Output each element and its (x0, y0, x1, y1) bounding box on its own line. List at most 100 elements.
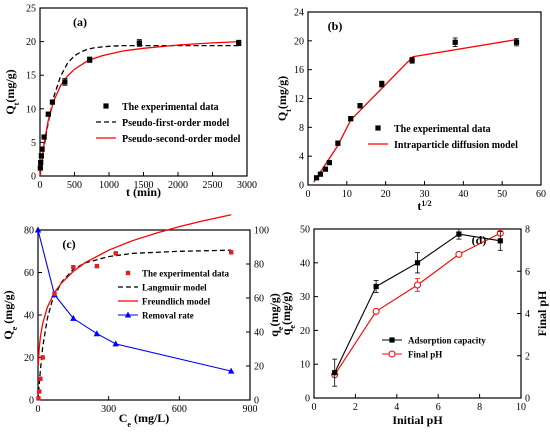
data-point (317, 171, 324, 177)
legend-label: Removal rate (142, 311, 194, 321)
adsorption-point (456, 231, 462, 237)
x-tick-label: 500 (67, 180, 82, 191)
y-tick-label: 50 (300, 225, 310, 236)
adsorption-point (497, 238, 503, 244)
data-point (326, 160, 332, 166)
x-tick-label: 20 (381, 189, 391, 200)
legend-label: Langmuir model (142, 283, 207, 293)
x-tick-label: 2 (353, 402, 358, 413)
panel-a: 0 500 1000 1500 2000 2500 3000 0 5 10 15 20 25 t (min… (3, 4, 257, 200)
x-axis-label: Initial pH (392, 413, 443, 427)
y-tick-label: 20 (294, 36, 304, 47)
y-tick-label: 30 (300, 292, 310, 303)
x-tick-label: 10 (516, 402, 526, 413)
data-point (45, 111, 51, 117)
data-point (41, 134, 47, 140)
y2-tick-label: 0 (254, 396, 259, 407)
legend-marker (375, 125, 381, 131)
x-tick-label: 3000 (237, 180, 257, 191)
x-tick-label: 2500 (203, 180, 223, 191)
y2-tick-label: 80 (254, 260, 264, 271)
data-point (49, 99, 56, 105)
x-tick-label: 60 (536, 189, 546, 200)
data-point (322, 166, 329, 172)
data-point (38, 376, 43, 381)
y2-tick-label: 0 (525, 394, 530, 405)
data-point (87, 57, 93, 63)
data-point (335, 140, 341, 146)
y2-tick-label: 8 (525, 225, 530, 236)
series-line-1 (37, 249, 232, 401)
y2-tick-label: 20 (254, 362, 264, 373)
legend-label: Intraparticle diffusion model (394, 140, 518, 151)
x-axis-label: t (min) (126, 185, 161, 199)
y-tick-label: 40 (300, 258, 310, 269)
data-point (40, 355, 45, 360)
x-tick-label: 2000 (168, 180, 188, 191)
y-tick-label: 0 (31, 172, 36, 183)
panel-b: 0 10 20 30 40 50 60 0 4 8 12 16 20 24 t1/2 Qt(mg/g) (b) T… (275, 8, 546, 214)
x-tick-label: 1500 (134, 180, 154, 191)
y-tick-label: 15 (26, 71, 36, 82)
y-tick-label: 60 (24, 268, 34, 279)
legend-label: Pseudo-first-order model (122, 118, 230, 129)
legend-label: The experimental data (142, 269, 229, 279)
data-point (52, 291, 57, 296)
y-tick-label: 20 (24, 353, 34, 364)
y-axis-label: Qt(mg/g) (3, 69, 21, 114)
panel-label: (b) (328, 19, 343, 33)
y2-tick-label: 100 (254, 226, 269, 237)
data-point (62, 79, 68, 85)
y-tick-label: 20 (26, 37, 36, 48)
final-ph-point (414, 281, 421, 289)
y-tick-label: 8 (299, 123, 304, 134)
legend-label: Adsorption capacity (408, 336, 486, 346)
x-tick-label: 4 (394, 402, 399, 413)
x-tick-label: 8 (477, 402, 482, 413)
y-axis-label: Qe (mg/g) (1, 290, 19, 339)
data-point (409, 57, 415, 63)
data-point (94, 263, 100, 269)
panel-label: (a) (73, 15, 87, 29)
removal-rate-point (70, 314, 77, 321)
x-tick-label: 300 (101, 404, 116, 415)
data-point (71, 264, 76, 270)
x-tick-label: 0 (306, 189, 311, 200)
panel-label: (d) (472, 233, 487, 247)
adsorption-point (373, 283, 379, 290)
data-point (236, 40, 242, 46)
y-tick-label: 40 (24, 311, 34, 322)
adsorption-point (414, 260, 421, 266)
y-tick-label: 4 (299, 152, 304, 163)
y-tick-label: 20 (300, 326, 310, 337)
y2-tick-label: 4 (525, 309, 530, 320)
legend-marker (124, 311, 132, 318)
x-tick-label: 50 (497, 189, 507, 200)
data-point (513, 39, 520, 45)
data-point (357, 103, 363, 109)
legend-marker (388, 350, 396, 358)
data-point (38, 159, 44, 166)
data-point (379, 81, 385, 87)
legend-label: Final pH (408, 350, 442, 360)
adsorption-point (332, 370, 338, 376)
y-axis-label: Qt(mg/g) (275, 76, 293, 121)
x-tick-label: 1000 (99, 180, 119, 191)
plot-frame (307, 11, 542, 186)
y2-axis-label: Final pH (535, 290, 549, 336)
legend-label: Freundlich model (142, 297, 211, 307)
data-point (37, 165, 43, 171)
series-line-1 (39, 44, 241, 177)
data-point (39, 146, 45, 152)
x-axis-label: Ce (mg/L) (119, 411, 170, 429)
removal-rate-point (34, 226, 42, 233)
y2-tick-label: 6 (525, 267, 530, 278)
x-axis-label: t1/2 (417, 199, 431, 214)
data-point (313, 175, 320, 181)
legend-marker (103, 103, 109, 109)
y-tick-label: 16 (294, 65, 304, 76)
final-ph-point (372, 307, 380, 315)
x-tick-label: 6 (436, 402, 441, 413)
